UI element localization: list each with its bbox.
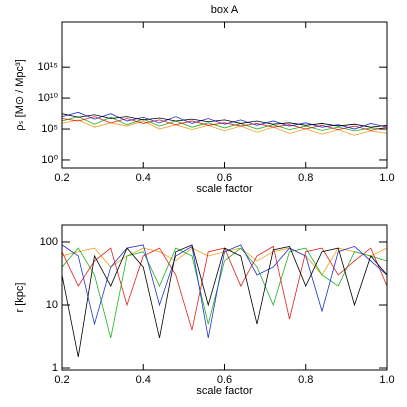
x-tick-label: 1.0 [379,374,394,386]
x-tick-label: 0.2 [54,374,69,386]
y-tick-label: 1 [52,362,58,374]
x-tick-label: 0.8 [298,374,313,386]
series-line [61,111,388,130]
x-tick-label: 0.4 [136,172,151,184]
series-line [61,119,388,136]
series-line [61,116,388,131]
y-tick-label: 100 [40,236,58,248]
plot-frame [61,21,388,169]
series-line [61,244,388,357]
series-line [61,113,388,128]
series-line [61,245,388,331]
y-axis-label: r [kpc] [14,283,26,313]
y-tick-label: 10⁵ [41,123,58,135]
x-tick-label: 0.6 [217,172,232,184]
x-tick-label: 0.6 [217,374,232,386]
series-line [61,247,388,339]
y-tick-label: 10¹⁵ [38,61,58,73]
y-tick-label: 10 [46,299,58,311]
x-axis-label: scale factor [196,183,253,195]
y-tick-label: 10⁰ [41,154,58,166]
x-tick-label: 0.4 [136,374,151,386]
series-line [61,244,388,339]
x-axis-label: scale factor [196,385,253,397]
x-tick-label: 0.2 [54,172,69,184]
chart-title: box A [211,4,239,16]
y-tick-label: 10¹⁰ [38,92,59,104]
plot-frame [61,224,388,371]
x-tick-label: 1.0 [379,172,394,184]
y-axis-label: ρₛ [M⊙ / Mpc³] [14,59,26,131]
x-tick-label: 0.8 [298,172,313,184]
